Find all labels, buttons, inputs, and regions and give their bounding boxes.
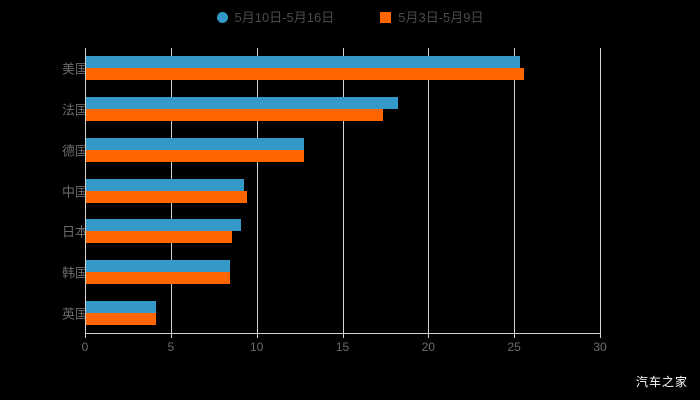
x-tick-label-15: 15 xyxy=(335,340,350,354)
x-tick-label-10: 10 xyxy=(249,340,264,354)
y-axis-label-7: 英国 xyxy=(61,306,88,322)
legend-label-series-2: 5月3日-5月9日 xyxy=(398,10,484,25)
bar-6-series-1[interactable] xyxy=(86,259,231,272)
gridline-15 xyxy=(342,48,344,333)
tick-mark-5 xyxy=(170,333,172,338)
y-axis-line xyxy=(85,48,86,333)
legend-swatch-icon-series-1 xyxy=(216,12,228,23)
x-tick-label-25: 25 xyxy=(507,340,521,354)
bar-5-series-1[interactable] xyxy=(86,219,241,232)
bar-7-series-1[interactable] xyxy=(86,300,157,313)
bar-4-series-2[interactable] xyxy=(86,190,248,203)
bar-7-series-2[interactable] xyxy=(86,312,157,325)
gridline-30 xyxy=(600,48,601,333)
gridline-20 xyxy=(428,48,430,333)
x-tick-label-5: 5 xyxy=(167,340,175,354)
bar-1-series-2[interactable] xyxy=(86,68,524,81)
watermark: 汽车之家 xyxy=(635,375,688,389)
y-axis-label-4: 中国 xyxy=(61,184,88,199)
tick-mark-20 xyxy=(428,333,430,338)
bar-3-series-2[interactable] xyxy=(86,149,305,162)
tick-mark-25 xyxy=(514,333,516,338)
legend-item-series-2[interactable]: 5月3日-5月9日 xyxy=(380,11,483,24)
x-tick-label-20: 20 xyxy=(421,340,436,354)
y-axis-label-5: 日本 xyxy=(61,224,88,240)
plot-area xyxy=(85,48,601,338)
y-axis-label-3: 德国 xyxy=(61,143,88,159)
x-tick-label-30: 30 xyxy=(593,340,607,354)
bar-3-series-1[interactable] xyxy=(86,137,305,150)
y-axis-label-1: 美国 xyxy=(61,61,88,77)
gridline-25 xyxy=(514,48,516,333)
bar-2-series-1[interactable] xyxy=(86,97,399,110)
bar-1-series-1[interactable] xyxy=(86,56,521,69)
bar-6-series-2[interactable] xyxy=(86,271,231,284)
y-axis-label-6: 韩国 xyxy=(61,265,88,281)
tick-mark-30 xyxy=(600,333,601,338)
tick-mark-15 xyxy=(342,333,344,338)
bar-4-series-1[interactable] xyxy=(86,178,244,191)
bar-2-series-2[interactable] xyxy=(86,109,383,122)
x-tick-label-0: 0 xyxy=(81,340,89,354)
legend-item-series-1[interactable]: 5月10日-5月16日 xyxy=(216,10,335,25)
gridline-10 xyxy=(256,48,258,333)
legend-swatch-icon-series-2 xyxy=(380,12,392,23)
tick-mark-10 xyxy=(256,333,258,338)
y-axis-label-2: 法国 xyxy=(61,102,88,118)
tick-mark-0 xyxy=(85,333,86,338)
legend-label-series-1: 5月10日-5月16日 xyxy=(234,10,335,25)
chart-legend: 5月10日-5月16日 5月3日-5月9日 xyxy=(0,11,700,24)
bar-5-series-2[interactable] xyxy=(86,231,232,244)
